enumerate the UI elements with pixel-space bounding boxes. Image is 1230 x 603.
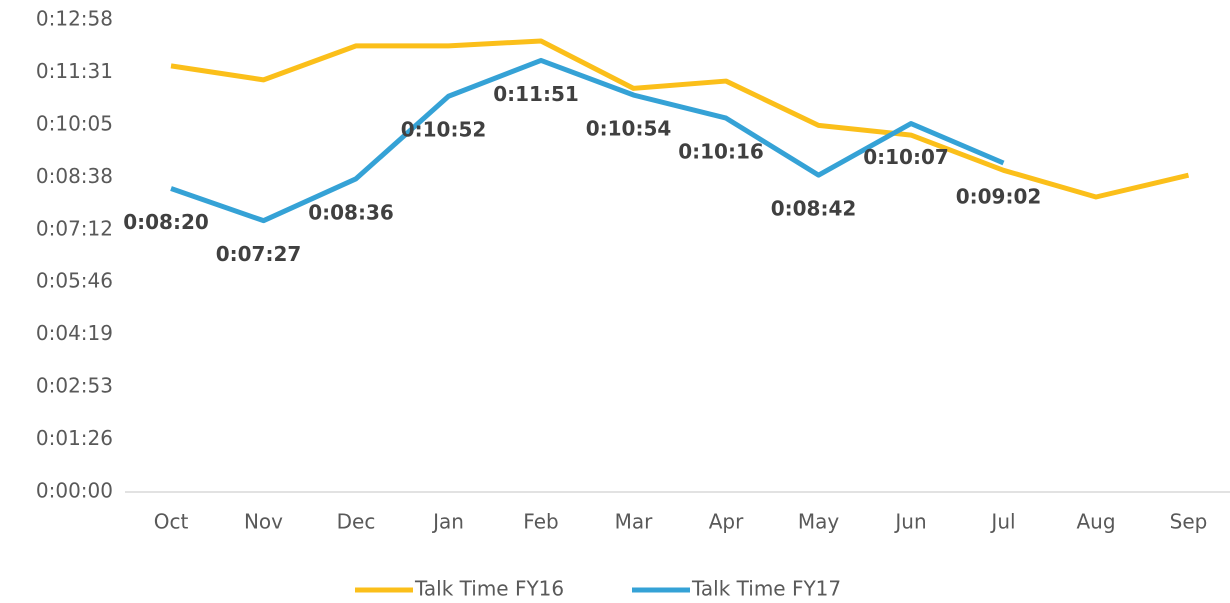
x-tick-label: May xyxy=(798,510,840,534)
y-tick-label: 0:02:53 xyxy=(36,374,113,398)
x-tick-label: Dec xyxy=(337,510,376,534)
series-line xyxy=(170,57,1005,224)
x-tick-label: Sep xyxy=(1170,510,1208,534)
x-tick-label: Jul xyxy=(989,510,1015,534)
y-tick-label: 0:10:05 xyxy=(36,111,113,135)
x-tick-label: Apr xyxy=(709,510,744,534)
data-label: 0:08:20 xyxy=(123,210,209,234)
legend-label: Talk Time FY16 xyxy=(414,577,564,601)
x-tick-label: Nov xyxy=(244,510,283,534)
data-label: 0:07:27 xyxy=(216,242,302,266)
data-label: 0:10:52 xyxy=(401,118,487,142)
data-label: 0:10:16 xyxy=(678,140,764,164)
data-label: 0:08:42 xyxy=(771,197,857,221)
legend-label: Talk Time FY17 xyxy=(691,577,841,601)
y-tick-label: 0:07:12 xyxy=(36,216,113,240)
x-tick-label: Aug xyxy=(1076,510,1115,534)
y-tick-label: 0:12:58 xyxy=(36,7,113,31)
data-label: 0:09:02 xyxy=(956,185,1042,209)
y-tick-label: 0:11:31 xyxy=(36,59,113,83)
y-tick-label: 0:01:26 xyxy=(36,426,113,450)
x-tick-label: Feb xyxy=(523,510,558,534)
x-tick-label: Jun xyxy=(893,510,926,534)
series-line xyxy=(170,38,1190,200)
x-tick-label: Oct xyxy=(154,510,189,534)
y-tick-label: 0:05:46 xyxy=(36,269,113,293)
y-tick-label: 0:00:00 xyxy=(36,479,113,503)
y-tick-label: 0:08:38 xyxy=(36,164,113,188)
data-label: 0:10:54 xyxy=(586,117,672,141)
x-tick-label: Jan xyxy=(431,510,464,534)
y-tick-label: 0:04:19 xyxy=(36,321,113,345)
data-label: 0:11:51 xyxy=(493,82,579,106)
x-tick-label: Mar xyxy=(615,510,654,534)
data-label: 0:10:07 xyxy=(863,145,949,169)
data-label: 0:08:36 xyxy=(308,200,394,224)
